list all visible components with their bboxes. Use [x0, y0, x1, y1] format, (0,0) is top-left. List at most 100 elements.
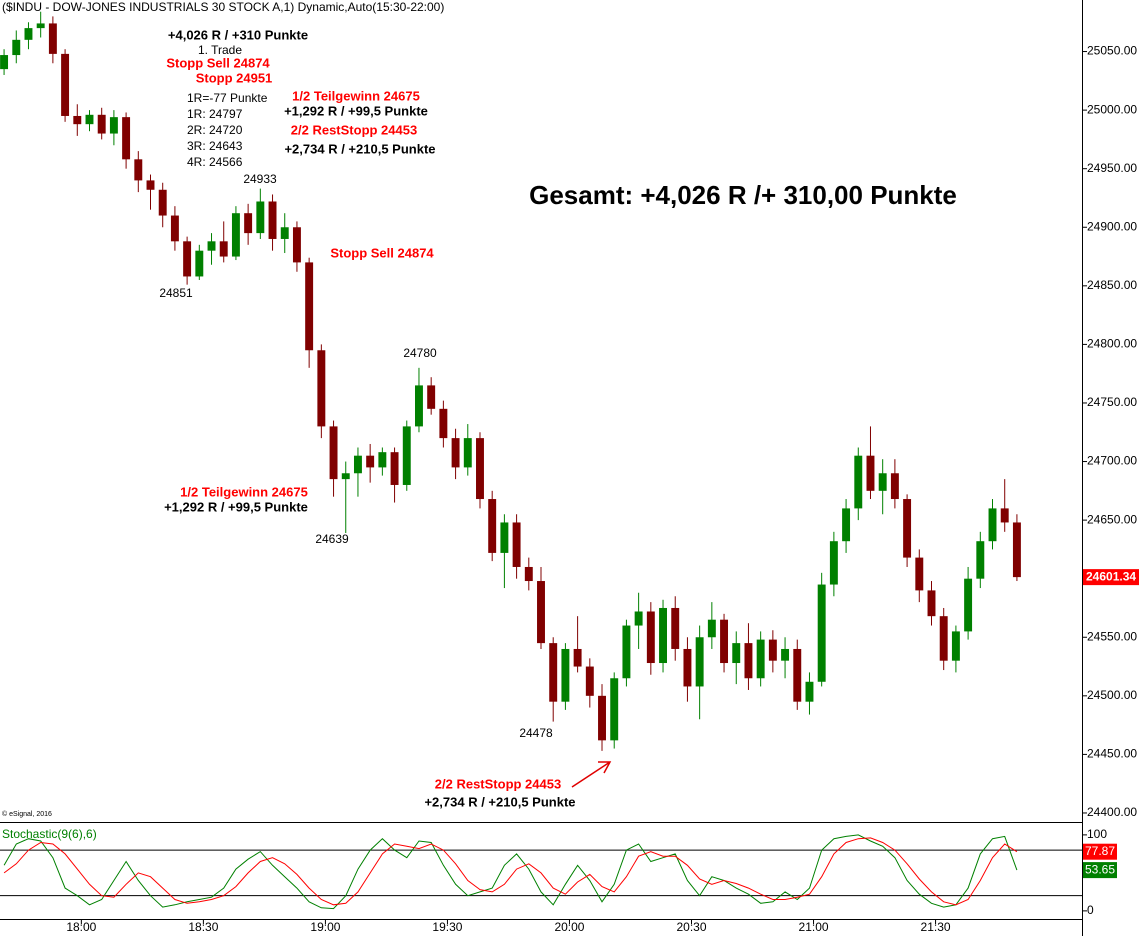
x-tick-label: 19:30 [432, 920, 462, 934]
annotation: 1/2 Teilgewinn 24675 [180, 484, 308, 499]
annotation: 1R=-77 Punkte [187, 91, 268, 105]
candle-body [0, 55, 9, 70]
candle-body [146, 180, 155, 190]
candle-body [537, 581, 545, 644]
candle-body [512, 522, 521, 567]
candle-body [500, 522, 509, 553]
candle-body [756, 639, 765, 679]
candle-body [463, 438, 472, 468]
annotation: +1,292 R / +99,5 Punkte [164, 499, 308, 514]
candle-body [378, 452, 387, 468]
candle-body [598, 695, 606, 741]
candle-body [317, 350, 326, 427]
candle-body [268, 201, 277, 239]
candle-body [964, 578, 973, 632]
x-tick-label: 19:00 [310, 920, 340, 934]
candle-body [341, 473, 350, 480]
y-tick-label: 24800.00 [1087, 337, 1137, 351]
x-tick-label: 21:00 [799, 920, 829, 934]
candle-body [24, 28, 33, 40]
y-tick-label: 24450.00 [1087, 747, 1137, 761]
annotation: +4,026 R / +310 Punkte [168, 27, 308, 42]
value-box [1083, 862, 1117, 879]
annotation: 2R: 24720 [187, 123, 243, 137]
candle-body [305, 262, 314, 351]
candle-body [12, 39, 21, 56]
y-tick-label: 24950.00 [1087, 161, 1137, 175]
candle-body [720, 619, 729, 664]
annotation: Gesamt: +4,026 R /+ 310,00 Punkte [529, 180, 957, 210]
x-tick-label: 21:30 [921, 920, 951, 934]
y-tick-label: 25050.00 [1087, 44, 1137, 58]
candle-body [573, 648, 582, 667]
arrow [571, 761, 612, 788]
candle-body [1000, 508, 1009, 523]
candle-body [817, 584, 826, 682]
candle-body [256, 201, 265, 234]
annotation: 1/2 Teilgewinn 24675 [292, 88, 420, 103]
x-tick-label: 18:00 [66, 920, 96, 934]
candle-body [48, 23, 57, 54]
annotation: Stopp 24951 [196, 70, 273, 85]
indicator-line [3, 834, 1018, 910]
candle-body [85, 114, 94, 125]
chart-title: ($INDU - DOW-JONES INDUSTRIALS 30 STOCK … [2, 0, 444, 14]
candle-body [683, 648, 692, 687]
candle-body [549, 643, 558, 702]
annotation: +2,734 R / +210,5 Punkte [284, 141, 435, 156]
y-tick-label: 24400.00 [1087, 805, 1137, 819]
candle-body [292, 227, 301, 263]
candle-body [744, 643, 753, 679]
candle-body [219, 241, 228, 257]
annotation: Stopp Sell 24874 [166, 55, 270, 70]
candle-body [561, 648, 570, 702]
candle-body [439, 408, 448, 439]
y-tick-label: 24750.00 [1087, 395, 1137, 409]
candle-body [524, 566, 533, 582]
annotation: 24933 [243, 172, 277, 186]
annotation: 1R: 24797 [187, 107, 243, 121]
x-tick-label: 20:00 [554, 920, 584, 934]
candle-body [707, 619, 716, 638]
candle-body [183, 241, 192, 277]
candle-body [390, 452, 399, 485]
y-tick-label: 0 [1087, 903, 1094, 917]
annotation: 24639 [315, 532, 349, 546]
candle-body [829, 541, 838, 585]
candle-body [793, 648, 802, 702]
candle-body [427, 385, 436, 409]
annotation: 2/2 RestStopp 24453 [291, 122, 417, 137]
y-tick-label: 100 [1087, 827, 1107, 841]
candle-body [329, 426, 338, 480]
last-price-box [1083, 569, 1139, 586]
candle-body [134, 159, 143, 181]
candle-body [451, 438, 460, 468]
candle-body [646, 611, 655, 664]
candle-body [207, 241, 216, 251]
candle-body [488, 499, 497, 553]
y-tick-label: 25000.00 [1087, 102, 1137, 116]
candle-body [659, 607, 667, 664]
y-tick-label: 24850.00 [1087, 278, 1137, 292]
candle-body [622, 625, 631, 679]
candle-body [732, 643, 741, 664]
candle-body [585, 666, 594, 696]
candle-body [805, 681, 814, 702]
candle-body [939, 616, 948, 661]
candle-body [634, 611, 643, 626]
candle-body [988, 508, 997, 542]
indicator-line [3, 837, 1018, 906]
annotation: +2,734 R / +210,5 Punkte [424, 794, 575, 809]
candle-body [109, 117, 118, 134]
y-tick-label: 24500.00 [1087, 688, 1137, 702]
annotation: 24851 [159, 286, 193, 300]
candle-body [695, 637, 704, 687]
annotation: +1,292 R / +99,5 Punkte [284, 103, 428, 118]
x-tick-label: 20:30 [676, 920, 706, 934]
annotation: 24478 [519, 726, 553, 740]
candle-body [402, 426, 411, 485]
value-box [1083, 843, 1117, 860]
candle-body [915, 557, 924, 591]
x-tick-label: 18:30 [188, 920, 218, 934]
